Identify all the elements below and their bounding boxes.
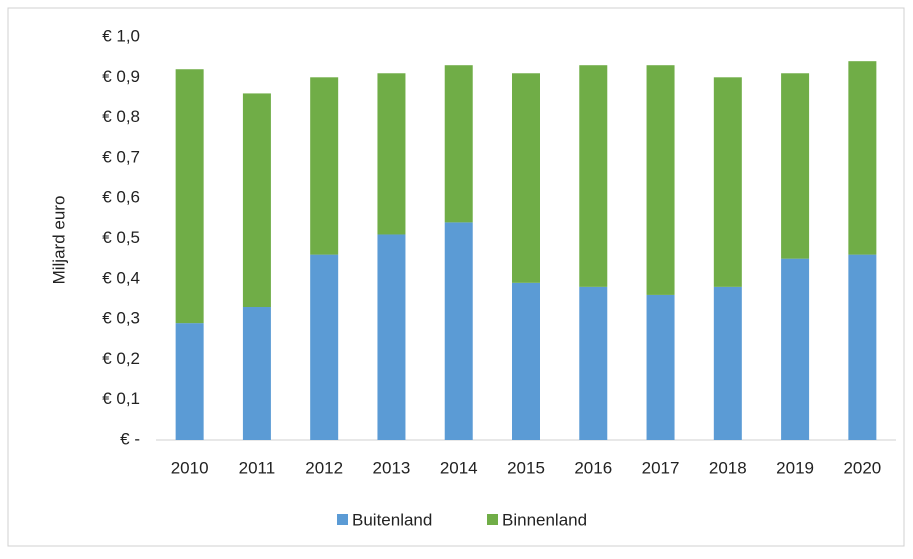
x-tick-label: 2018: [709, 458, 747, 477]
bar-segment: [512, 73, 540, 283]
y-tick-label: € 0,4: [102, 268, 140, 287]
bar-segment: [781, 73, 810, 259]
y-tick-label: € 0,1: [102, 389, 140, 408]
y-axis-label: Miljard euro: [49, 196, 68, 285]
x-tick-label: 2019: [776, 458, 814, 477]
legend-label: Binnenland: [502, 510, 587, 529]
x-tick-label: 2011: [239, 458, 276, 477]
y-tick-label: € 0,5: [102, 228, 140, 247]
bar-segment: [781, 258, 810, 440]
bar-segment: [646, 65, 675, 295]
y-tick-label: € -: [120, 429, 140, 448]
legend-swatch: [337, 514, 348, 525]
bar-segment: [512, 282, 540, 440]
x-tick-label: 2014: [440, 458, 478, 477]
x-tick-label: 2017: [642, 458, 680, 477]
bar-segment: [444, 222, 473, 440]
bar-segment: [444, 65, 473, 223]
x-tick-label: 2020: [843, 458, 881, 477]
bar-segment: [377, 73, 406, 235]
x-tick-label: 2016: [574, 458, 612, 477]
x-tick-label: 2012: [305, 458, 343, 477]
legend-swatch: [487, 514, 498, 525]
y-tick-label: € 1,0: [102, 26, 140, 45]
bar-segment: [646, 294, 675, 440]
bar-segment: [713, 286, 742, 440]
bar-segment: [848, 254, 877, 440]
y-tick-label: € 0,7: [102, 147, 140, 166]
bar-segment: [242, 307, 271, 440]
bar-segment: [310, 77, 339, 255]
x-tick-label: 2013: [373, 458, 411, 477]
bar-segment: [175, 323, 204, 440]
bar-segment: [242, 93, 271, 308]
y-tick-label: € 0,9: [102, 67, 140, 86]
y-tick-label: € 0,2: [102, 349, 140, 368]
bar-segment: [377, 234, 406, 440]
x-tick-label: 2015: [507, 458, 545, 477]
legend-label: Buitenland: [352, 510, 432, 529]
bar-segment: [713, 77, 742, 287]
y-tick-label: € 0,8: [102, 107, 140, 126]
bar-segment: [579, 65, 608, 287]
bar-segment: [175, 69, 204, 324]
x-tick-label: 2010: [171, 458, 209, 477]
bar-segment: [848, 61, 877, 255]
bar-segment: [579, 286, 608, 440]
y-tick-label: € 0,6: [102, 188, 140, 207]
bar-segment: [310, 254, 339, 440]
y-tick-label: € 0,3: [102, 309, 140, 328]
